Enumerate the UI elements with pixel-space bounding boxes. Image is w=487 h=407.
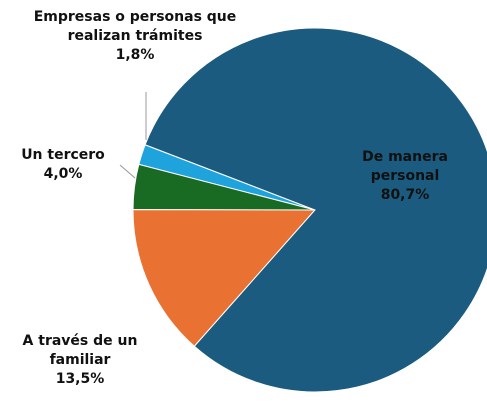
value-label: 80,7% <box>380 187 430 203</box>
category-label: A través de un familiar <box>22 333 138 368</box>
category-label: Un tercero <box>21 147 105 163</box>
category-label: De manera personal <box>362 149 448 184</box>
slice-label: De manera personal 80,7% <box>340 148 470 205</box>
leader-line <box>119 164 136 179</box>
pie-slice <box>132 209 317 347</box>
value-label: 1,8% <box>115 47 155 63</box>
pie-slice <box>144 27 487 393</box>
slice-label: Un tercero 4,0% <box>8 146 118 184</box>
category-label: Empresas o personas que realizan trámite… <box>33 9 237 44</box>
value-label: 4,0% <box>43 166 83 182</box>
value-label: 13,5% <box>55 371 105 387</box>
slice-label: A través de un familiar 13,5% <box>5 332 155 389</box>
slice-label: Empresas o personas que realizan trámite… <box>0 8 270 65</box>
